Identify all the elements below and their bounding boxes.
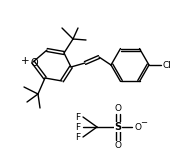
Text: F: F [75, 132, 81, 142]
Text: O: O [115, 142, 122, 151]
Text: −: − [141, 119, 147, 127]
Text: O: O [115, 103, 122, 112]
Text: F: F [75, 112, 81, 121]
Text: O: O [30, 58, 38, 68]
Text: F: F [75, 123, 81, 131]
Text: O: O [135, 123, 141, 131]
Text: Cl: Cl [163, 60, 171, 69]
Text: S: S [114, 122, 122, 132]
Text: +: + [21, 56, 29, 66]
